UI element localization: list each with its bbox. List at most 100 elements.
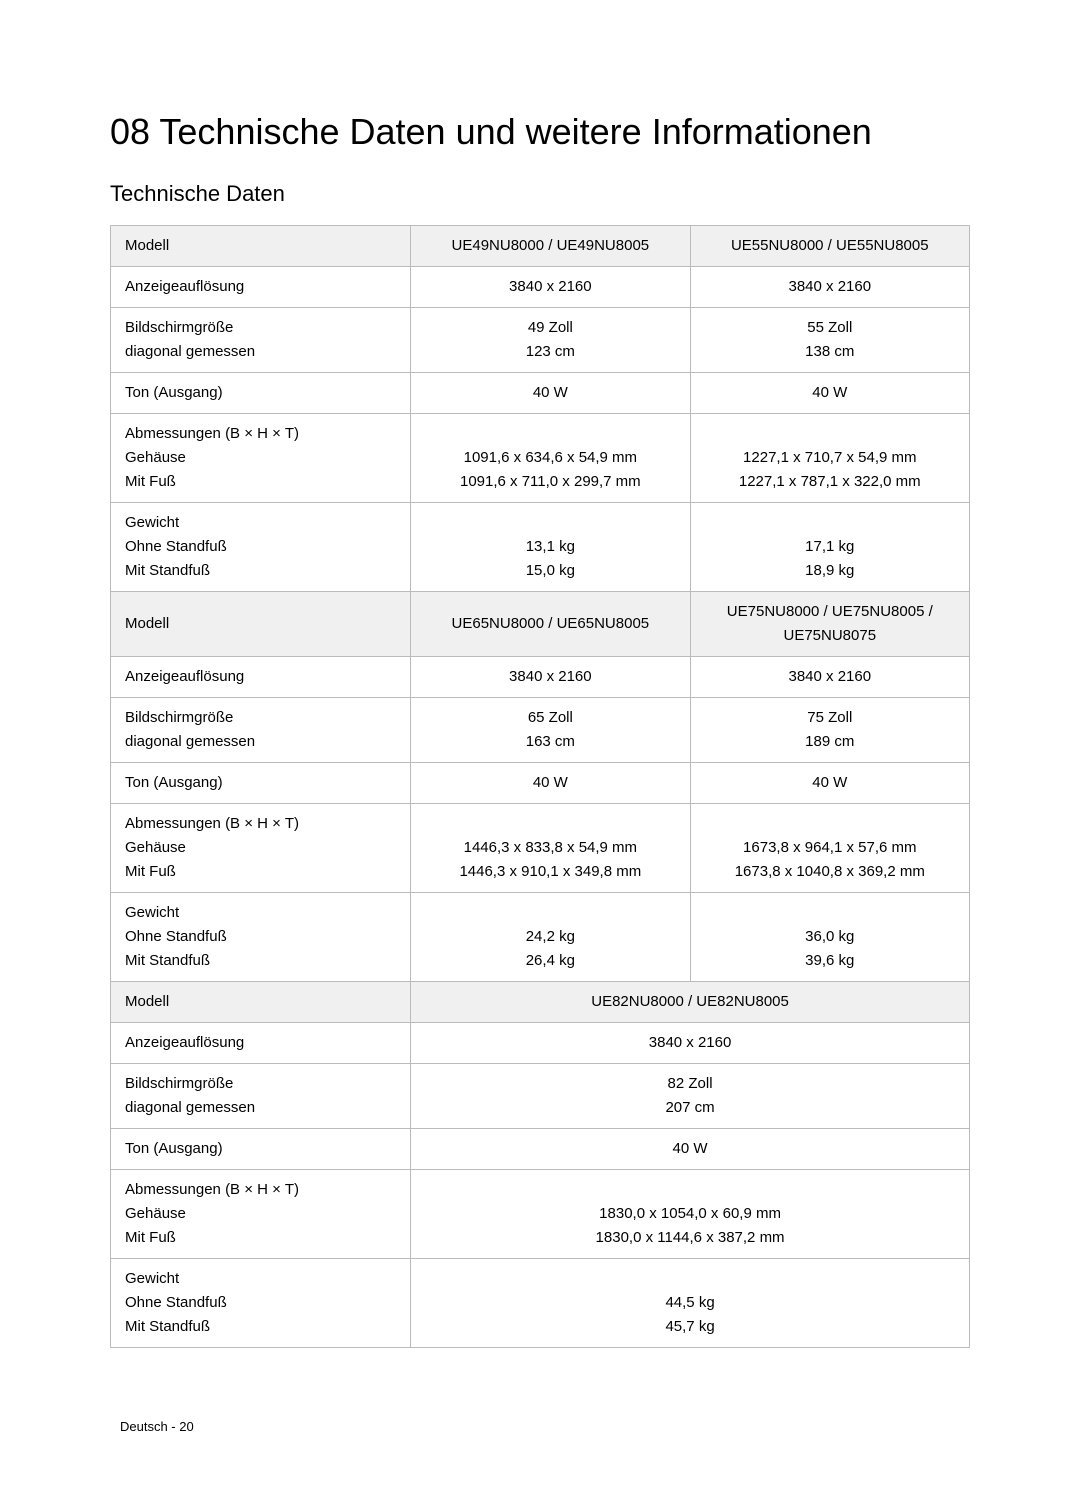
ton-3: 40 W [411, 1129, 970, 1170]
ohnestand-label-3: Ohne Standfuß [125, 1291, 396, 1315]
bildschirm-label-3: Bildschirmgröße [125, 1072, 396, 1096]
screen-b: 55 Zoll 138 cm [690, 308, 969, 373]
row-modell-label: Modell [111, 226, 411, 267]
diag-a-val-2: 163 cm [425, 730, 675, 754]
screen-a-2: 65 Zoll 163 cm [411, 698, 690, 763]
ohne-b-val-2: 36,0 kg [705, 925, 955, 949]
gehaeuse-label: Gehäuse [125, 446, 396, 470]
geh-b-val: 1227,1 x 710,7 x 54,9 mm [705, 446, 955, 470]
screen-a: 49 Zoll 123 cm [411, 308, 690, 373]
mitstand-label-3: Mit Standfuß [125, 1315, 396, 1339]
model-3: UE82NU8000 / UE82NU8005 [411, 982, 970, 1023]
section-title: Technische Daten [110, 181, 970, 207]
mitstand-label: Mit Standfuß [125, 559, 396, 583]
res-a-2: 3840 x 2160 [411, 657, 690, 698]
ohnestand-label: Ohne Standfuß [125, 535, 396, 559]
geh-a-val-2: 1446,3 x 833,8 x 54,9 mm [425, 836, 675, 860]
mit-a-val: 15,0 kg [425, 559, 675, 583]
dim-b-2: 1673,8 x 964,1 x 57,6 mm 1673,8 x 1040,8… [690, 804, 969, 893]
diag-b-val-2: 189 cm [705, 730, 955, 754]
row-anzeige-label-2: Anzeigeauflösung [111, 657, 411, 698]
row-abmess-label: Abmessungen (B × H × T) Gehäuse Mit Fuß [111, 414, 411, 503]
res-a: 3840 x 2160 [411, 267, 690, 308]
ton-a-2: 40 W [411, 763, 690, 804]
mitstand-label-2: Mit Standfuß [125, 949, 396, 973]
bildschirm-label: Bildschirmgröße [125, 316, 396, 340]
gewicht-label-2: Gewicht [125, 901, 396, 925]
mitfuss-label-3: Mit Fuß [125, 1226, 396, 1250]
diag-a-val: 123 cm [425, 340, 675, 364]
chapter-title: 08 Technische Daten und weitere Informat… [110, 110, 970, 153]
res-3: 3840 x 2160 [411, 1023, 970, 1064]
fuss-b-val-2: 1673,8 x 1040,8 x 369,2 mm [705, 860, 955, 884]
ohne-a-val: 13,1 kg [425, 535, 675, 559]
mitfuss-label-2: Mit Fuß [125, 860, 396, 884]
screen-b-val: 55 Zoll [705, 316, 955, 340]
screen-a-val: 49 Zoll [425, 316, 675, 340]
gehaeuse-label-3: Gehäuse [125, 1202, 396, 1226]
row-bildschirm-label-2: Bildschirmgröße diagonal gemessen [111, 698, 411, 763]
res-b: 3840 x 2160 [690, 267, 969, 308]
screen-3: 82 Zoll 207 cm [411, 1064, 970, 1129]
dim-a: 1091,6 x 634,6 x 54,9 mm 1091,6 x 711,0 … [411, 414, 690, 503]
mit-val-3: 45,7 kg [425, 1315, 955, 1339]
weight-3: 44,5 kg 45,7 kg [411, 1259, 970, 1348]
ohne-a-val-2: 24,2 kg [425, 925, 675, 949]
screen-b-val-2: 75 Zoll [705, 706, 955, 730]
row-bildschirm-label-3: Bildschirmgröße diagonal gemessen [111, 1064, 411, 1129]
row-bildschirm-label: Bildschirmgröße diagonal gemessen [111, 308, 411, 373]
diag-b-val: 138 cm [705, 340, 955, 364]
mit-a-val-2: 26,4 kg [425, 949, 675, 973]
row-abmess-label-2: Abmessungen (B × H × T) Gehäuse Mit Fuß [111, 804, 411, 893]
ton-a: 40 W [411, 373, 690, 414]
specs-table: Modell UE49NU8000 / UE49NU8005 UE55NU800… [110, 225, 970, 1348]
ton-b-2: 40 W [690, 763, 969, 804]
screen-b-2: 75 Zoll 189 cm [690, 698, 969, 763]
gewicht-label-3: Gewicht [125, 1267, 396, 1291]
geh-a-val: 1091,6 x 634,6 x 54,9 mm [425, 446, 675, 470]
geh-val-3: 1830,0 x 1054,0 x 60,9 mm [425, 1202, 955, 1226]
row-modell-label-2: Modell [111, 592, 411, 657]
dim-a-2: 1446,3 x 833,8 x 54,9 mm 1446,3 x 910,1 … [411, 804, 690, 893]
row-abmess-label-3: Abmessungen (B × H × T) Gehäuse Mit Fuß [111, 1170, 411, 1259]
fuss-a-val: 1091,6 x 711,0 x 299,7 mm [425, 470, 675, 494]
abmess-label-3: Abmessungen (B × H × T) [125, 1178, 396, 1202]
dim-b: 1227,1 x 710,7 x 54,9 mm 1227,1 x 787,1 … [690, 414, 969, 503]
model-b-2: UE75NU8000 / UE75NU8005 / UE75NU8075 [690, 592, 969, 657]
fuss-b-val: 1227,1 x 787,1 x 322,0 mm [705, 470, 955, 494]
abmess-label-2: Abmessungen (B × H × T) [125, 812, 396, 836]
fuss-val-3: 1830,0 x 1144,6 x 387,2 mm [425, 1226, 955, 1250]
row-gewicht-label-3: Gewicht Ohne Standfuß Mit Standfuß [111, 1259, 411, 1348]
res-b-2: 3840 x 2160 [690, 657, 969, 698]
diagonal-label: diagonal gemessen [125, 340, 396, 364]
row-gewicht-label-2: Gewicht Ohne Standfuß Mit Standfuß [111, 893, 411, 982]
row-anzeige-label-3: Anzeigeauflösung [111, 1023, 411, 1064]
mit-b-val-2: 39,6 kg [705, 949, 955, 973]
weight-b: 17,1 kg 18,9 kg [690, 503, 969, 592]
model-a-2: UE65NU8000 / UE65NU8005 [411, 592, 690, 657]
model-a: UE49NU8000 / UE49NU8005 [411, 226, 690, 267]
fuss-a-val-2: 1446,3 x 910,1 x 349,8 mm [425, 860, 675, 884]
model-b: UE55NU8000 / UE55NU8005 [690, 226, 969, 267]
page-footer: Deutsch - 20 [120, 1419, 194, 1434]
gehaeuse-label-2: Gehäuse [125, 836, 396, 860]
mitfuss-label: Mit Fuß [125, 470, 396, 494]
bildschirm-label-2: Bildschirmgröße [125, 706, 396, 730]
row-anzeige-label: Anzeigeauflösung [111, 267, 411, 308]
geh-b-val-2: 1673,8 x 964,1 x 57,6 mm [705, 836, 955, 860]
row-gewicht-label: Gewicht Ohne Standfuß Mit Standfuß [111, 503, 411, 592]
weight-a: 13,1 kg 15,0 kg [411, 503, 690, 592]
diagonal-label-2: diagonal gemessen [125, 730, 396, 754]
diag-val-3: 207 cm [425, 1096, 955, 1120]
row-modell-label-3: Modell [111, 982, 411, 1023]
ton-b: 40 W [690, 373, 969, 414]
row-ton-label-3: Ton (Ausgang) [111, 1129, 411, 1170]
dim-3: 1830,0 x 1054,0 x 60,9 mm 1830,0 x 1144,… [411, 1170, 970, 1259]
ohne-b-val: 17,1 kg [705, 535, 955, 559]
mit-b-val: 18,9 kg [705, 559, 955, 583]
ohnestand-label-2: Ohne Standfuß [125, 925, 396, 949]
abmess-label: Abmessungen (B × H × T) [125, 422, 396, 446]
row-ton-label: Ton (Ausgang) [111, 373, 411, 414]
screen-a-val-2: 65 Zoll [425, 706, 675, 730]
gewicht-label: Gewicht [125, 511, 396, 535]
